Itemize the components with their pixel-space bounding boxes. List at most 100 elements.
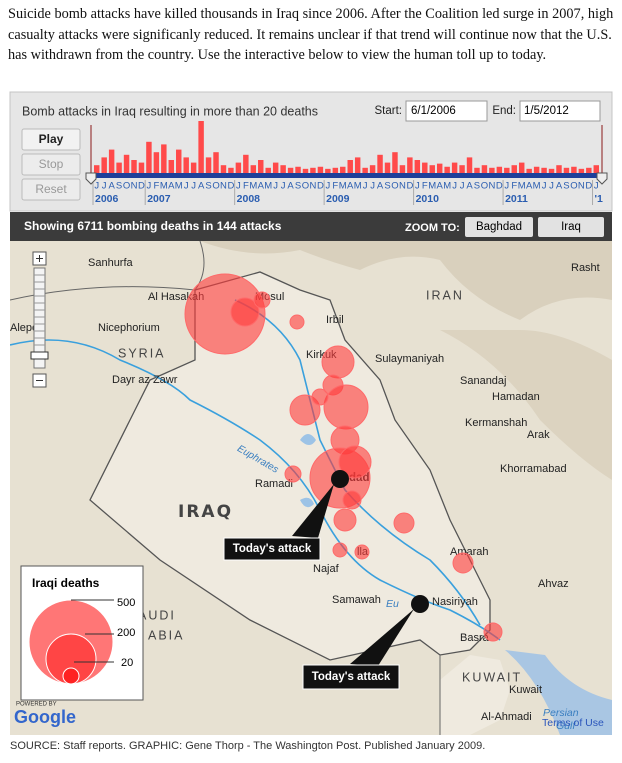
timeline-bar (340, 166, 346, 173)
month-label: S (563, 181, 569, 192)
timeline-bar (183, 157, 189, 173)
place-label: Basra (460, 632, 490, 644)
callout-pointer (292, 484, 334, 538)
callout (302, 664, 400, 690)
month-label: J (460, 181, 465, 192)
year-label: 2008 (237, 193, 261, 205)
month-label: J (452, 181, 457, 192)
place-label: IRAN (426, 288, 464, 302)
terms-link[interactable]: Terms of Use (542, 717, 604, 729)
month-label: M (339, 181, 347, 192)
source: SOURCE: Staff reports. GRAPHIC: Gene Tho… (10, 740, 486, 752)
month-label: N (310, 181, 317, 192)
month-label: A (526, 181, 533, 192)
month-label: J (594, 181, 599, 192)
zoom-button[interactable] (538, 217, 604, 237)
timeline-bar (325, 168, 331, 173)
timeline-bar (205, 157, 212, 173)
timeline-bar (474, 167, 480, 173)
month-label: J (191, 181, 196, 192)
attack-circle (332, 542, 348, 558)
timeline-bar (168, 160, 175, 173)
attack-circle (483, 622, 503, 642)
timeline-bar (265, 167, 271, 173)
zoom-track[interactable] (33, 267, 46, 369)
month-label: D (227, 181, 234, 192)
timeline-bar (466, 157, 473, 173)
attack-circle (230, 297, 260, 327)
zoom-button[interactable] (465, 217, 533, 237)
place-label: Nicephorium (98, 322, 160, 334)
timeline-bar (108, 149, 115, 173)
place-label: Irbil (326, 314, 344, 326)
timeline-bar (94, 165, 100, 173)
powered-by: POWERED BY (16, 702, 57, 708)
timeline-bar (243, 154, 249, 173)
attack-circle (184, 273, 266, 355)
place-label: Kuwait (509, 684, 542, 696)
month-label: M (428, 181, 436, 192)
timeline-bar (399, 165, 406, 173)
place-label: Sulaymaniyah (375, 353, 444, 365)
month-label: A (556, 181, 563, 192)
place-label: Sanandaj (460, 375, 507, 387)
place-label: SYRIA (118, 346, 166, 360)
timeline-bar (362, 167, 368, 173)
range-handle[interactable] (85, 172, 97, 185)
timeline-bar (131, 160, 137, 173)
month-label: M (533, 181, 541, 192)
zoom-handle[interactable] (30, 351, 49, 360)
month-label: S (384, 181, 390, 192)
timeline-bar (414, 160, 421, 173)
month-label: S (295, 181, 301, 192)
place-label: Najaf (313, 563, 340, 575)
attack-circle (354, 544, 370, 560)
widget-title: Bomb attacks in Iraq resulting in more t… (22, 104, 318, 118)
month-label: N (399, 181, 406, 192)
month-label: O (212, 181, 219, 192)
timeline-bar (526, 168, 532, 173)
place-label: ABIA (148, 628, 185, 642)
timeline-axis (91, 173, 604, 178)
place-label: AUDI (138, 608, 176, 622)
month-label: J (542, 181, 547, 192)
month-label: D (406, 181, 413, 192)
timeline-bar (123, 154, 130, 173)
place-label: Rasht (571, 262, 600, 274)
callout-text: Today's attack (312, 671, 391, 683)
control-button[interactable] (21, 153, 81, 176)
timeline-bar (146, 141, 152, 173)
timeline-bar (392, 152, 398, 173)
month-label: A (108, 181, 115, 192)
month-label: J (147, 181, 152, 192)
latest-attack (411, 595, 429, 613)
start-label: Start: (375, 105, 402, 117)
timeline-bar (407, 157, 413, 173)
legend-size: 500 (117, 597, 135, 609)
timeline-bar (578, 168, 585, 173)
timeline-bar (571, 166, 577, 173)
year-label: 2006 (95, 193, 119, 205)
range-handle[interactable] (596, 172, 608, 185)
month-label: J (236, 181, 241, 192)
timeline-bar (235, 162, 242, 173)
month-label: M (249, 181, 257, 192)
start-input[interactable] (405, 100, 488, 122)
month-label: N (131, 181, 138, 192)
control-button[interactable] (21, 178, 81, 201)
timeline-bar (272, 162, 279, 173)
status-text: Showing 6711 bombing deaths in 144 attac… (24, 219, 282, 233)
end-input[interactable] (519, 100, 601, 122)
place-label: Ahvaz (538, 578, 569, 590)
month-label: M (175, 181, 183, 192)
zoom-button-label: Iraq (561, 221, 581, 233)
control-button[interactable] (21, 128, 81, 151)
month-label: M (264, 181, 272, 192)
timeline-bar (220, 165, 227, 173)
timeline-bar (153, 152, 160, 173)
month-label: O (123, 181, 130, 192)
month-label: J (184, 181, 189, 192)
month-label: D (138, 181, 145, 192)
button-group: Play Stop Reset (21, 128, 81, 201)
